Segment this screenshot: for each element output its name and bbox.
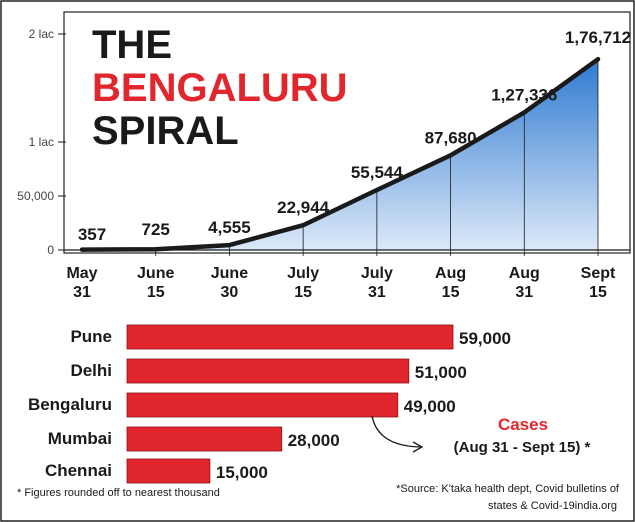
title-line-2: BENGALURU: [92, 66, 348, 110]
x-tick-label: May 31: [66, 265, 97, 301]
bar-chart: Pune 59,000 Delhi 51,000 Bengaluru 49,000 Mumb…: [28, 324, 511, 484]
x-tick-label: June 30: [211, 265, 248, 301]
footnote-source-line-1: *Source: K'taka health dept, Covid bulle…: [396, 483, 620, 495]
x-tick-label: June 15: [137, 265, 174, 301]
bar-category-label: Bengaluru: [28, 395, 112, 414]
x-tick-label: July 15: [287, 265, 319, 301]
y-axis: 0 50,000 1 lac 2 lac: [17, 27, 66, 257]
bar-value-label: 51,000: [415, 363, 467, 382]
point-value-label: 4,555: [208, 218, 251, 237]
x-tick-label: Sept 15: [581, 265, 616, 301]
point-value-label: 55,544: [351, 163, 404, 182]
x-tick-label: July 31: [361, 265, 393, 301]
bar-value-label: 59,000: [459, 329, 511, 348]
bar-category-label: Delhi: [70, 361, 112, 380]
bar-value-label: 28,000: [288, 431, 340, 450]
cases-annotation-subtitle: (Aug 31 - Sept 15) *: [454, 439, 591, 456]
point-value-label: 1,27,336: [491, 85, 557, 104]
bar-category-label: Chennai: [45, 461, 112, 480]
bar: [126, 392, 399, 418]
bar: [126, 324, 454, 350]
footnote-source-line-2: states & Covid-19india.org: [488, 500, 617, 512]
annotation-arrow: [371, 415, 421, 448]
bar-value-label: 49,000: [404, 397, 456, 416]
point-value-label: 22,944: [277, 198, 330, 217]
area-fill: [82, 59, 598, 251]
area-layer: [64, 56, 630, 256]
y-tick-label: 2 lac: [29, 27, 54, 41]
bar-category-label: Mumbai: [48, 429, 112, 448]
cases-annotation-title: Cases: [498, 415, 548, 434]
bar: [126, 426, 283, 452]
bar-category-label: Pune: [70, 327, 112, 346]
footnote-rounding: * Figures rounded off to nearest thousan…: [17, 487, 220, 499]
series-line: [79, 56, 601, 252]
point-value-label: 357: [78, 225, 106, 244]
y-tick-label: 50,000: [17, 189, 54, 203]
point-value-label: 725: [142, 220, 170, 239]
line-chart-frame: [63, 11, 631, 254]
point-value-labels: 357 725 4,555 22,944 55,544 87,680 1,27,336 1,7…: [78, 28, 631, 244]
y-tick-label: 1 lac: [29, 135, 54, 149]
title-line-3: SPIRAL: [92, 109, 239, 153]
bar-value-label: 15,000: [216, 463, 268, 482]
title-line-1: THE: [92, 23, 172, 67]
x-tick-label: Aug 15: [435, 265, 466, 301]
bar: [126, 458, 211, 484]
x-axis: May 31 June 15 June 30 July 15 July 31 Aug 15 Aug 31 S…: [66, 265, 616, 301]
annotation-arrow-head: [412, 441, 424, 453]
bar: [126, 358, 410, 384]
point-value-label: 1,76,712: [565, 28, 631, 47]
x-tick-label: Aug 31: [509, 265, 540, 301]
point-value-label: 87,680: [425, 128, 477, 147]
y-tick-label: 0: [47, 243, 54, 257]
